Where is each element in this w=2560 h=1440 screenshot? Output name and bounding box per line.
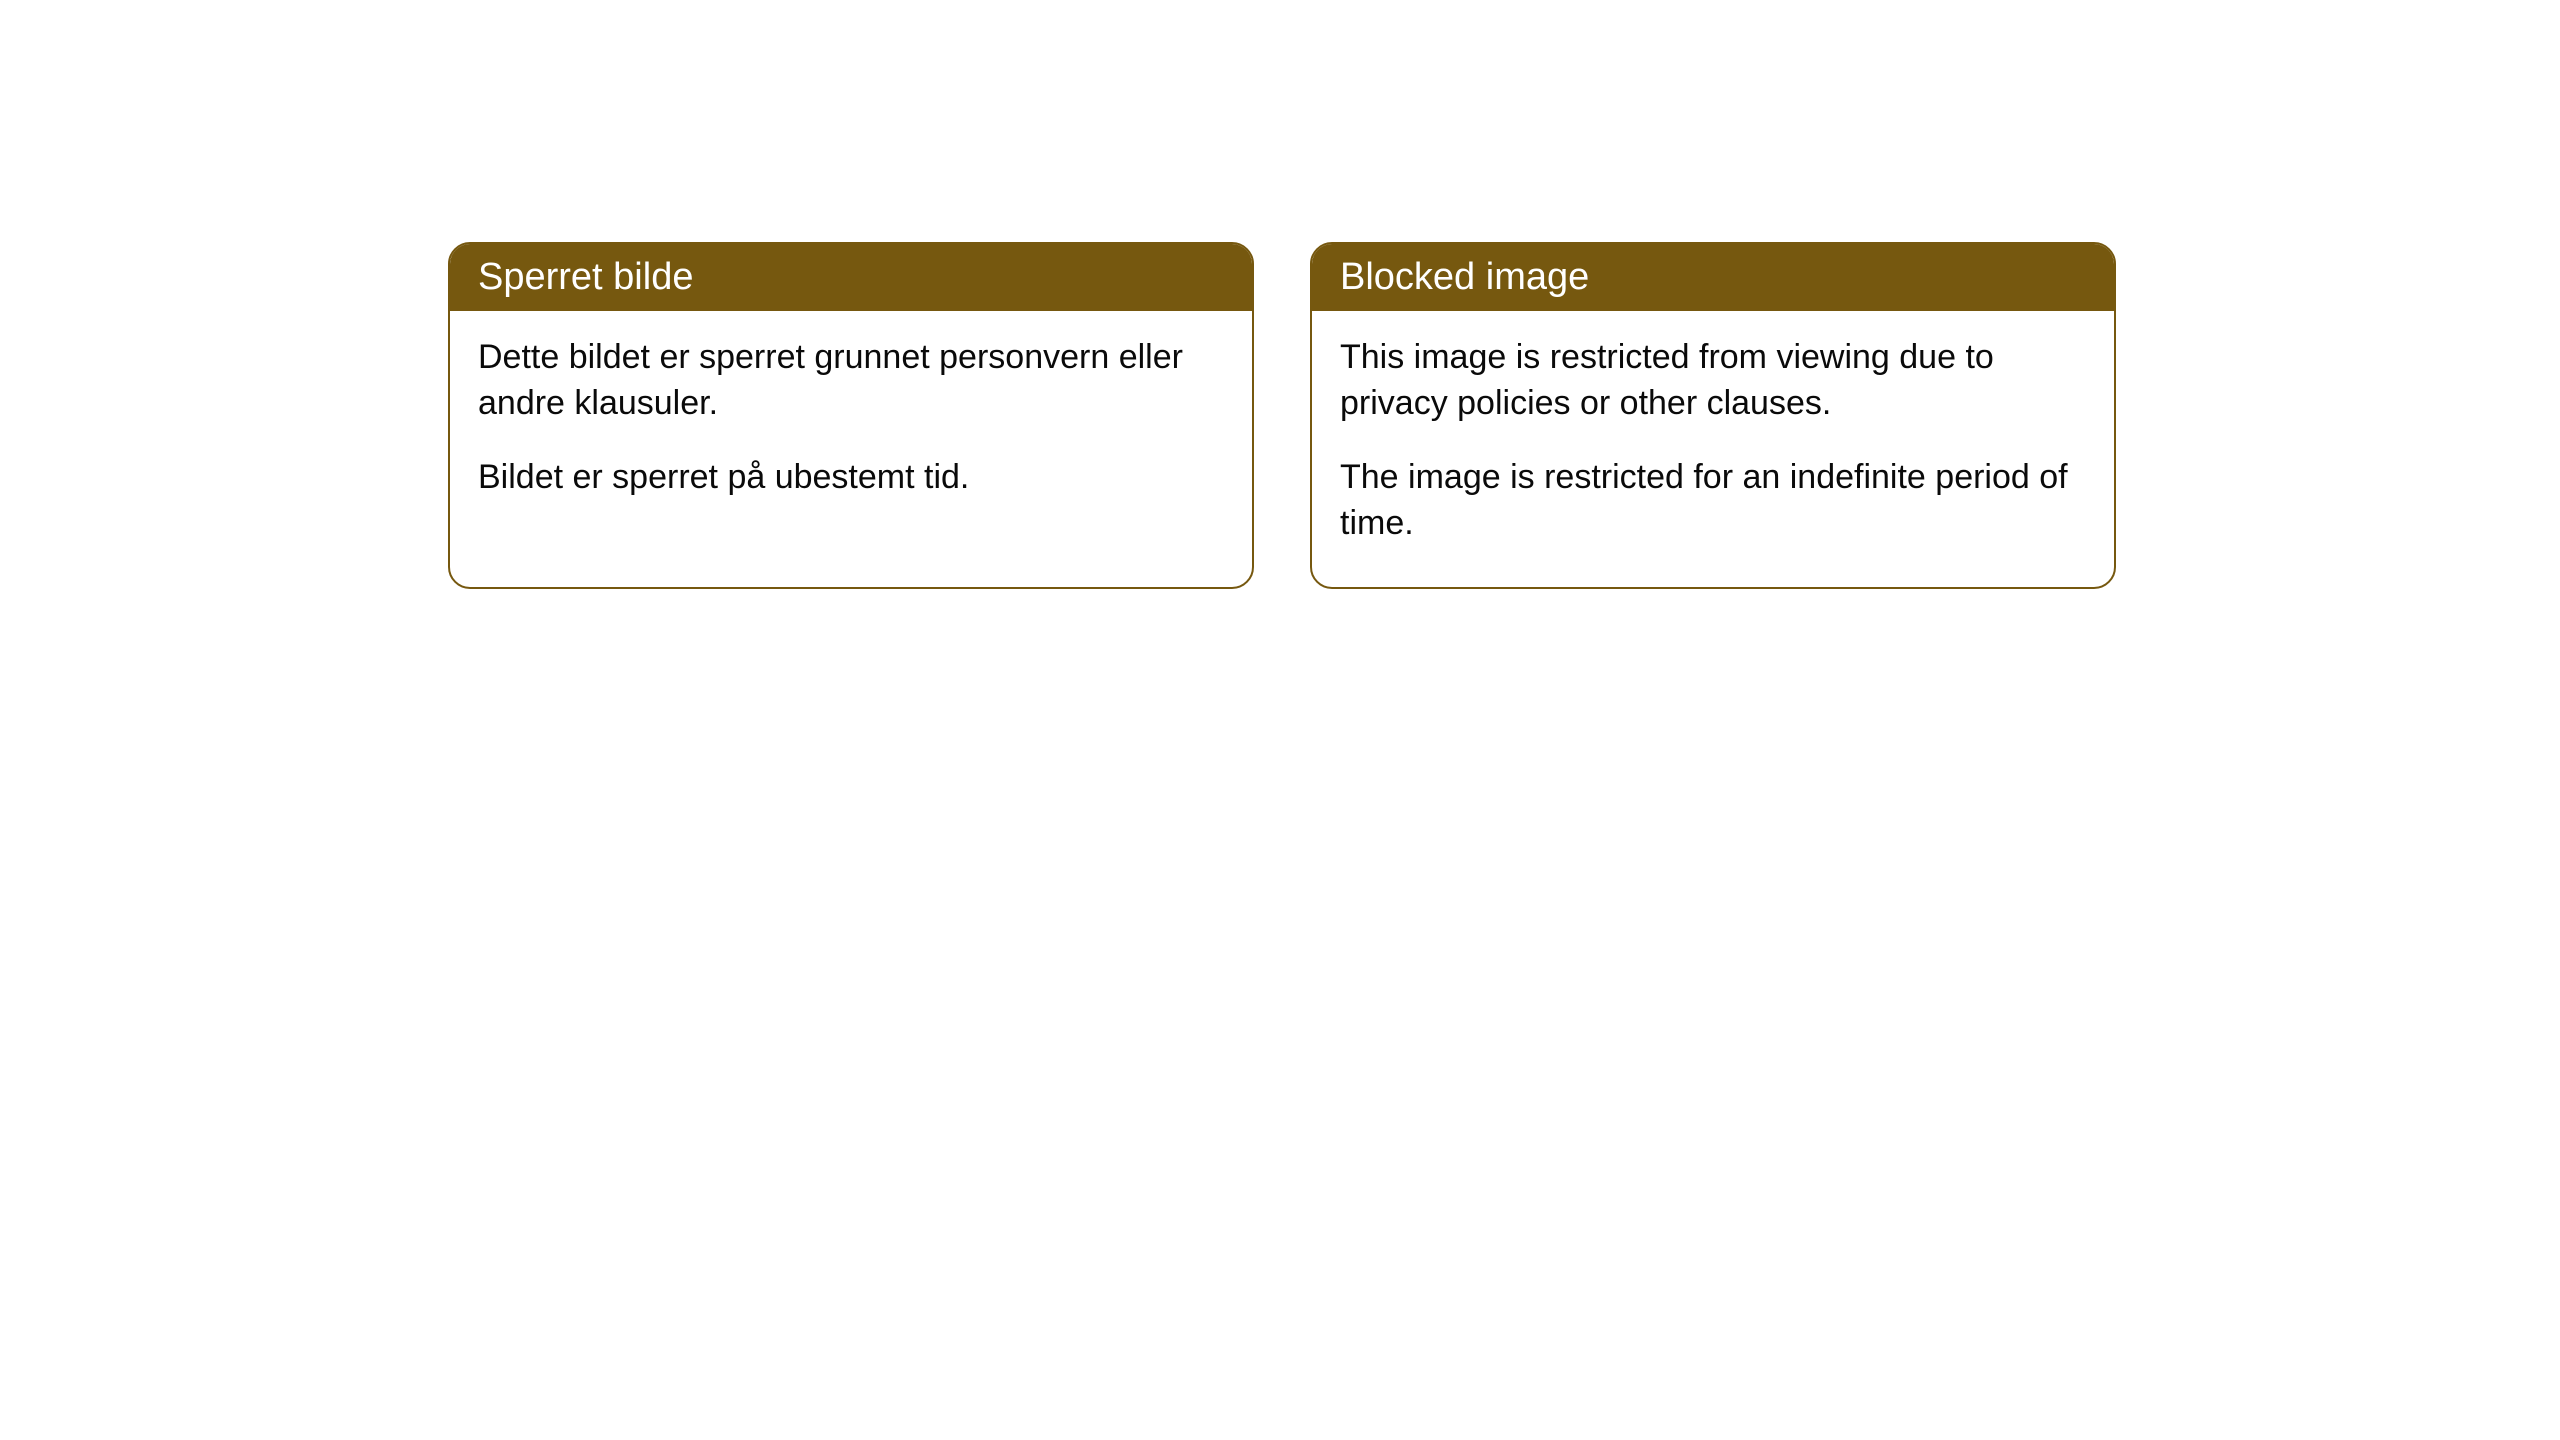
card-title: Sperret bilde (478, 256, 693, 298)
card-paragraph: The image is restricted for an indefinit… (1340, 455, 2086, 547)
card-header: Blocked image (1312, 244, 2114, 311)
notice-card-norwegian: Sperret bilde Dette bildet er sperret gr… (448, 242, 1254, 589)
notice-card-english: Blocked image This image is restricted f… (1310, 242, 2116, 589)
card-title: Blocked image (1340, 256, 1589, 298)
card-paragraph: This image is restricted from viewing du… (1340, 335, 2086, 427)
card-header: Sperret bilde (450, 244, 1252, 311)
card-body: This image is restricted from viewing du… (1312, 311, 2114, 587)
notice-container: Sperret bilde Dette bildet er sperret gr… (448, 242, 2116, 589)
card-paragraph: Dette bildet er sperret grunnet personve… (478, 335, 1224, 427)
card-paragraph: Bildet er sperret på ubestemt tid. (478, 455, 1224, 501)
card-body: Dette bildet er sperret grunnet personve… (450, 311, 1252, 541)
